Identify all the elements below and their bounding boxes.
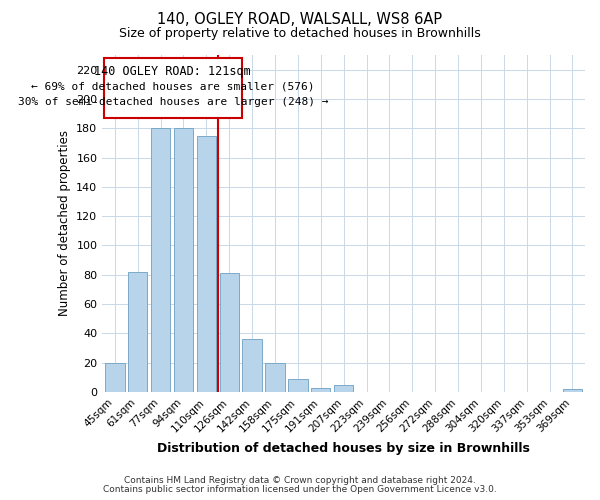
Bar bbox=[197, 136, 216, 392]
Bar bbox=[105, 362, 125, 392]
Text: ← 69% of detached houses are smaller (576): ← 69% of detached houses are smaller (57… bbox=[31, 82, 314, 92]
Y-axis label: Number of detached properties: Number of detached properties bbox=[58, 130, 71, 316]
Bar bbox=[174, 128, 193, 392]
Bar bbox=[220, 274, 239, 392]
Text: Size of property relative to detached houses in Brownhills: Size of property relative to detached ho… bbox=[119, 28, 481, 40]
Bar bbox=[563, 389, 582, 392]
Bar bbox=[288, 379, 308, 392]
Text: 140 OGLEY ROAD: 121sqm: 140 OGLEY ROAD: 121sqm bbox=[94, 66, 251, 78]
Text: Contains HM Land Registry data © Crown copyright and database right 2024.: Contains HM Land Registry data © Crown c… bbox=[124, 476, 476, 485]
Bar bbox=[265, 362, 285, 392]
Text: 140, OGLEY ROAD, WALSALL, WS8 6AP: 140, OGLEY ROAD, WALSALL, WS8 6AP bbox=[157, 12, 443, 28]
X-axis label: Distribution of detached houses by size in Brownhills: Distribution of detached houses by size … bbox=[157, 442, 530, 455]
Bar bbox=[242, 339, 262, 392]
FancyBboxPatch shape bbox=[104, 58, 242, 118]
Bar bbox=[128, 272, 148, 392]
Text: 30% of semi-detached houses are larger (248) →: 30% of semi-detached houses are larger (… bbox=[17, 98, 328, 108]
Bar bbox=[311, 388, 331, 392]
Bar bbox=[151, 128, 170, 392]
Text: Contains public sector information licensed under the Open Government Licence v3: Contains public sector information licen… bbox=[103, 485, 497, 494]
Bar bbox=[334, 384, 353, 392]
